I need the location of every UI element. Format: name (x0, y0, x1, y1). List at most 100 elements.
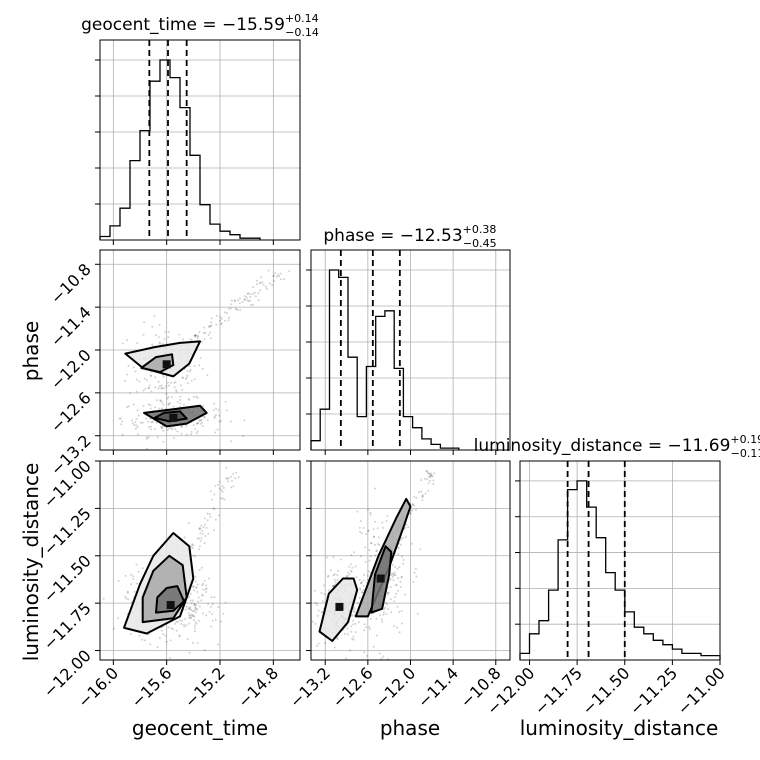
sample-point (252, 286, 255, 289)
sample-point (179, 399, 182, 401)
sample-point (194, 555, 197, 558)
sample-point (398, 566, 401, 569)
sample-point (357, 621, 360, 624)
sample-point (168, 427, 171, 430)
sample-point (350, 563, 352, 566)
sample-point (259, 289, 261, 292)
sample-point (211, 613, 214, 616)
sample-point (133, 424, 136, 427)
sample-point (175, 629, 178, 632)
sample-point (238, 302, 241, 305)
sample-point (143, 321, 146, 323)
sample-point (394, 574, 397, 576)
sample-point (426, 471, 429, 474)
sample-point (246, 299, 249, 302)
sample-point (158, 637, 161, 640)
sample-point (191, 599, 194, 602)
sample-point (179, 384, 182, 387)
sample-point (257, 292, 260, 295)
sample-point (232, 485, 235, 488)
sample-point (197, 335, 200, 338)
sample-point (161, 343, 164, 346)
sample-point (217, 409, 220, 411)
sample-point (188, 616, 191, 619)
sample-point (193, 609, 196, 612)
sample-point (366, 654, 369, 657)
sample-point (121, 433, 124, 436)
sample-point (213, 596, 216, 599)
sample-point (276, 273, 279, 276)
sample-point (196, 422, 199, 424)
sample-point (268, 282, 271, 285)
sample-point (154, 386, 157, 389)
sample-point (218, 481, 221, 483)
sample-point (188, 370, 191, 373)
sample-point (163, 338, 166, 340)
sample-point (358, 578, 361, 581)
sample-point (193, 378, 196, 381)
sample-point (190, 430, 193, 433)
sample-point (202, 588, 205, 591)
sample-point (212, 507, 215, 510)
sample-point (168, 384, 170, 387)
sample-point (368, 559, 371, 562)
sample-point (320, 592, 323, 594)
sample-point (156, 436, 159, 439)
histogram-step-luminosity-distance (519, 480, 721, 660)
sample-point (148, 426, 151, 429)
sample-point (367, 508, 369, 511)
sample-point (352, 610, 355, 613)
sample-point (155, 399, 158, 402)
sample-point (155, 421, 158, 424)
sample-point (189, 617, 192, 620)
sample-point (176, 620, 179, 623)
sample-point (149, 407, 152, 410)
sample-point (351, 614, 353, 617)
sample-point (143, 377, 146, 380)
sample-point (206, 512, 209, 515)
sample-point (201, 424, 204, 427)
density-peak (335, 602, 344, 611)
panel-frame (519, 460, 721, 661)
sample-point (149, 425, 152, 428)
sample-point (339, 558, 342, 561)
sample-point (217, 643, 220, 646)
sample-point (405, 536, 408, 539)
sample-point (126, 591, 129, 594)
y-tick-label: −10.8 (47, 260, 95, 308)
sample-point (209, 516, 212, 518)
sample-point (379, 614, 382, 617)
sample-point (126, 339, 129, 341)
sample-point (123, 379, 126, 382)
sample-point (198, 569, 201, 571)
sample-point (149, 643, 152, 646)
sample-point (372, 645, 375, 648)
sample-point (336, 574, 339, 576)
sample-point (364, 560, 367, 563)
sample-point (220, 488, 223, 491)
sample-point (398, 631, 401, 634)
sample-point (272, 275, 275, 278)
sample-point (218, 420, 221, 423)
sample-point (392, 579, 395, 582)
sample-point (362, 579, 365, 582)
sample-point (424, 492, 427, 495)
sample-point (121, 420, 124, 423)
sample-point (207, 577, 210, 580)
sample-point (187, 522, 190, 524)
sample-point (162, 403, 165, 406)
sample-point (360, 532, 363, 535)
sample-point (259, 282, 262, 284)
sample-point (238, 297, 241, 300)
sample-point (397, 577, 400, 580)
sample-point (102, 597, 105, 600)
sample-point (183, 403, 185, 406)
panel-phase-vs-luminosity-distance: −13.2−12.6−12.0−11.4−10.8 (286, 460, 511, 711)
sample-point (206, 374, 209, 377)
sample-point (164, 634, 167, 637)
sample-point (358, 526, 361, 529)
sample-point (134, 427, 137, 430)
sample-point (148, 387, 151, 390)
sample-point (195, 586, 198, 589)
sample-point (137, 433, 140, 436)
